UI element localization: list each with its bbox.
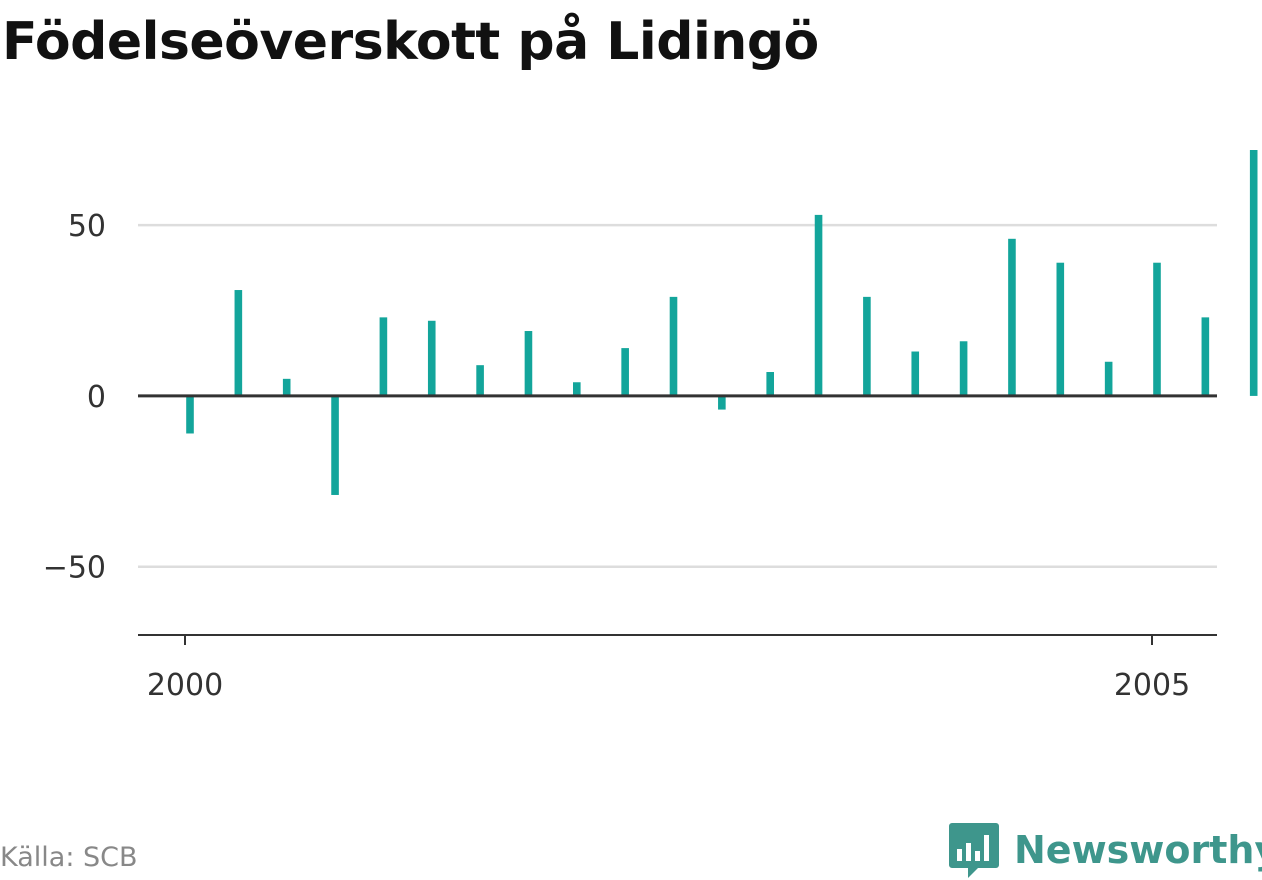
bar — [621, 348, 629, 396]
x-axis-tick-labels: 200020052010201520202025 — [147, 668, 1190, 703]
source-note: Källa: SCB — [0, 842, 138, 873]
bar — [1008, 238, 1016, 396]
bar — [1201, 317, 1210, 396]
gridlines — [138, 223, 1217, 568]
bar — [1104, 361, 1113, 396]
bar — [524, 331, 533, 396]
x-tick-label: 2000 — [147, 668, 223, 703]
bar — [911, 351, 920, 396]
bar — [814, 214, 823, 396]
bar — [234, 290, 243, 396]
y-tick-label: 0 — [87, 380, 106, 415]
bar — [1056, 262, 1065, 396]
y-axis-tick-labels: −50 0 50 — [43, 209, 106, 586]
bar-chart-speech-bubble-icon — [949, 823, 999, 878]
bar — [186, 395, 194, 434]
bar — [573, 382, 581, 396]
bar — [1249, 150, 1258, 396]
chart-title: Födelseöverskott på Lidingö — [2, 12, 819, 72]
bar — [959, 341, 968, 396]
brand-name: Newsworthy — [1014, 828, 1262, 872]
bar — [476, 365, 484, 396]
y-tick-label: −50 — [43, 551, 106, 586]
bar — [718, 395, 726, 410]
bar — [282, 378, 291, 396]
bar — [669, 296, 678, 396]
bar — [863, 296, 871, 396]
x-tick-label: 2005 — [1114, 668, 1190, 703]
x-axis-ticks — [184, 635, 1153, 645]
bar — [427, 320, 436, 396]
y-tick-label: 50 — [68, 209, 106, 244]
bars — [186, 150, 1258, 495]
brand-logo: Newsworthy — [948, 820, 1262, 880]
bar — [331, 395, 339, 495]
bar — [379, 317, 388, 396]
bar — [766, 372, 774, 396]
bar — [1153, 262, 1161, 396]
